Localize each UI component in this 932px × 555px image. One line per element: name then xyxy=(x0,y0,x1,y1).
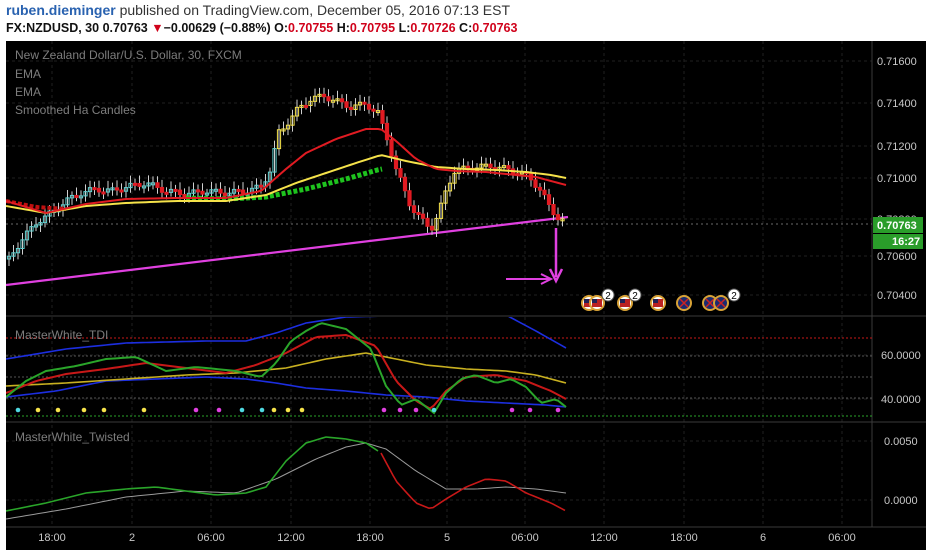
smoothed-ha-line-bear xyxy=(6,199,67,211)
down-arrow-icon: ▼ xyxy=(151,21,164,35)
tdi-pane-title[interactable]: MasterWhite_TDI xyxy=(15,328,108,342)
trendline xyxy=(6,215,569,287)
time-tick: 06:00 xyxy=(828,532,856,544)
time-tick: 12:00 xyxy=(590,532,618,544)
twisted-tick: 0.0050 xyxy=(884,436,918,448)
published-text: published on TradingView.com, December 0… xyxy=(115,2,511,18)
symbol-title: New Zealand Dollar/U.S. Dollar, 30, FXCM xyxy=(15,48,242,62)
event-flag-nz-icon[interactable] xyxy=(676,295,692,311)
publisher-line: ruben.dieminger published on TradingView… xyxy=(6,2,510,18)
time-tick: 5 xyxy=(444,532,450,544)
tdi-upper-band xyxy=(6,317,567,360)
low-value: 0.70726 xyxy=(410,21,456,35)
low-label: L: xyxy=(398,21,411,35)
tdi-pane[interactable] xyxy=(6,309,872,417)
tdi-lower-band xyxy=(6,376,567,408)
indicator-label-ema-2[interactable]: EMA xyxy=(15,85,41,99)
smoothed-ha-line xyxy=(185,166,383,202)
arrow-head-icon xyxy=(540,273,554,285)
tdi-market-base-line xyxy=(6,352,567,387)
time-tick: 18:00 xyxy=(670,532,698,544)
twisted-pane[interactable] xyxy=(6,436,567,520)
main-pane[interactable]: 2 2 2 xyxy=(6,87,872,311)
price-tick: 0.71400 xyxy=(877,98,917,110)
economic-events[interactable]: 2 2 2 xyxy=(581,288,741,311)
tdi-rsi-line xyxy=(6,322,567,415)
event-count-badge: 2 xyxy=(727,288,741,302)
bar-countdown-badge: 16:27 xyxy=(873,234,923,249)
open-label: O: xyxy=(274,21,289,35)
twisted-pane-title[interactable]: MasterWhite_Twisted xyxy=(15,430,130,444)
svg-text:2: 2 xyxy=(632,291,638,302)
tdi-signal-dots xyxy=(15,407,561,413)
chart-header: ruben.dieminger published on TradingView… xyxy=(0,0,932,40)
time-tick: 12:00 xyxy=(277,532,305,544)
chart-area[interactable]: 2 2 2 New Zealand Dollar/U.S. Dollar, 30… xyxy=(6,41,926,550)
tdi-tick: 60.0000 xyxy=(881,350,921,362)
close-label: C: xyxy=(459,21,473,35)
open-value: 0.70755 xyxy=(288,21,334,35)
tdi-tick: 40.0000 xyxy=(881,394,921,406)
time-tick: 18:00 xyxy=(356,532,384,544)
price-tick: 0.70600 xyxy=(877,251,917,263)
ema-fast-line xyxy=(6,128,567,215)
indicator-label-ha-candles[interactable]: Smoothed Ha Candles xyxy=(15,103,136,117)
time-tick: 2 xyxy=(129,532,135,544)
twisted-signal-line xyxy=(6,442,567,520)
close-value: 0.70763 xyxy=(472,21,518,35)
price-change: −0.00629 (−0.88%) xyxy=(163,21,271,35)
price-tick: 0.70400 xyxy=(877,290,917,302)
price-axis[interactable]: 0.71600 0.71400 0.71200 0.71000 0.70800 … xyxy=(877,56,917,302)
time-tick: 06:00 xyxy=(511,532,539,544)
price-tick: 0.71000 xyxy=(877,173,917,185)
last-price-badge: 0.70763 xyxy=(873,217,923,233)
twisted-line-bear xyxy=(380,452,566,512)
twisted-tick: 0.0000 xyxy=(884,495,918,507)
event-flag-us-icon[interactable] xyxy=(650,295,666,311)
event-flag-us-icon[interactable] xyxy=(617,295,633,311)
price-tick: 0.71600 xyxy=(877,56,917,68)
symbol-label[interactable]: FX:NZDUSD, 30 xyxy=(6,21,100,35)
time-tick: 6 xyxy=(760,532,766,544)
svg-text:2: 2 xyxy=(731,291,737,302)
ema-slow-line xyxy=(6,154,567,215)
chart-canvas[interactable]: 2 2 2 New Zealand Dollar/U.S. Dollar, 30… xyxy=(6,41,926,550)
svg-text:2: 2 xyxy=(605,291,611,302)
grid-lines xyxy=(6,41,872,527)
svg-text:0.70763: 0.70763 xyxy=(877,220,917,232)
twisted-line-bull xyxy=(6,436,379,512)
publisher-username[interactable]: ruben.dieminger xyxy=(6,2,116,18)
high-value: 0.70795 xyxy=(349,21,396,35)
time-tick: 06:00 xyxy=(197,532,225,544)
event-flag-us-icon[interactable] xyxy=(589,295,605,311)
arrow-head-icon xyxy=(548,268,564,284)
event-flag-nz-icon[interactable] xyxy=(713,295,729,311)
event-count-badge: 2 xyxy=(628,288,642,302)
event-count-badge: 2 xyxy=(601,288,615,302)
symbol-quote-line: FX:NZDUSD, 30 0.70763 ▼−0.00629 (−0.88%)… xyxy=(6,21,517,35)
event-flag-nz-icon[interactable] xyxy=(702,295,718,311)
svg-text:16:27: 16:27 xyxy=(892,236,920,248)
time-axis[interactable]: 18:00 2 06:00 12:00 18:00 5 06:00 12:00 … xyxy=(38,532,856,544)
last-price: 0.70763 xyxy=(102,21,148,35)
indicator-label-ema-1[interactable]: EMA xyxy=(15,67,41,81)
time-tick: 18:00 xyxy=(38,532,66,544)
price-tick: 0.71200 xyxy=(877,141,917,153)
high-label: H: xyxy=(336,21,350,35)
